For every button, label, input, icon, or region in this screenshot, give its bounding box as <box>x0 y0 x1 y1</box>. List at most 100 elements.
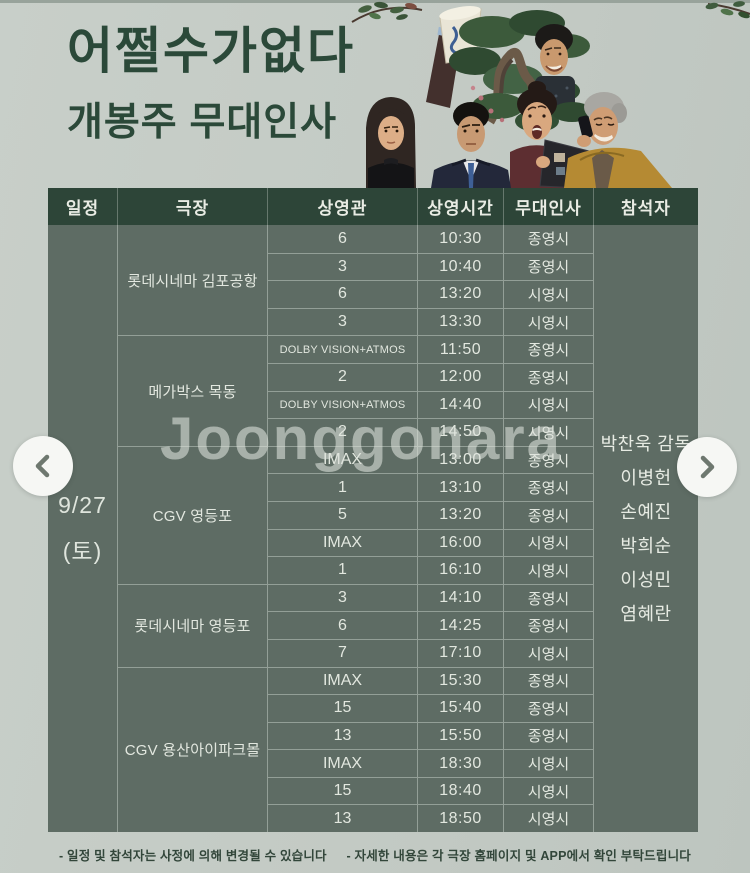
screen-cell: 3 <box>267 583 417 612</box>
header-date: 일정 <box>65 199 100 218</box>
greeting-cell: 종영시 <box>503 362 593 391</box>
time-cell: 14:25 <box>417 611 503 639</box>
screen-cell: 5 <box>267 500 417 529</box>
screen-cell: IMAX <box>267 528 417 557</box>
screen-cell: 13 <box>267 721 417 750</box>
greeting-cell: 시영시 <box>503 307 593 336</box>
time-cell: 16:10 <box>417 556 503 584</box>
theater-name: CGV 영등포 <box>117 445 267 584</box>
screen-cell: 3 <box>267 307 417 336</box>
greeting-cell: 종영시 <box>503 473 593 501</box>
header-theater: 극장 <box>117 188 267 225</box>
time-cell: 14:50 <box>417 418 503 446</box>
screen-cell: 6 <box>267 611 417 639</box>
time-cell: 13:20 <box>417 500 503 529</box>
footer-note-1: - 일정 및 참석자는 사정에 의해 변경될 수 있습니다 <box>59 849 327 863</box>
time-cell: 18:50 <box>417 804 503 833</box>
attendee-name: 손예진 <box>620 501 672 522</box>
attendee-name: 박찬욱 감독 <box>600 433 692 454</box>
screen-cell: IMAX <box>267 666 417 695</box>
date-line-2: (토) <box>62 537 103 564</box>
greeting-cell: 시영시 <box>503 280 593 308</box>
greeting-cell: 시영시 <box>503 528 593 557</box>
time-cell: 15:50 <box>417 721 503 750</box>
greeting-cell: 시영시 <box>503 638 593 667</box>
time-cell: 13:00 <box>417 445 503 474</box>
screen-cell: 6 <box>267 225 417 253</box>
time-cell: 10:30 <box>417 225 503 253</box>
greeting-cell: 시영시 <box>503 804 593 833</box>
attendee-name: 이성민 <box>620 569 672 590</box>
header-time: 상영시간 <box>417 188 503 225</box>
greeting-cell: 종영시 <box>503 445 593 474</box>
header-screen: 상영관 <box>267 188 417 225</box>
date-line-1: 9/27 <box>58 491 107 518</box>
time-cell: 16:00 <box>417 528 503 557</box>
attendee-name: 염혜란 <box>620 603 672 624</box>
screen-cell: 15 <box>267 776 417 805</box>
screen-cell: DOLBY VISION+ATMOS <box>267 335 417 363</box>
theater-name: 메가박스 목동 <box>117 335 267 446</box>
carousel-prev-button[interactable] <box>13 436 73 496</box>
footer-note-2: - 자세한 내용은 각 극장 홈페이지 및 APP에서 확인 부탁드립니다 <box>346 849 691 863</box>
table-body: 9/27 (토) 롯데시네마 김포공항 6 10:30 종영시 3 10:40 종영시 6 13:2… <box>48 225 698 833</box>
attendee-name: 이병헌 <box>620 467 672 488</box>
chevron-right-icon <box>700 455 715 479</box>
screen-cell: 3 <box>267 252 417 281</box>
chevron-left-icon <box>35 454 50 478</box>
theater-name: CGV 용산아이파크몰 <box>117 666 267 833</box>
greeting-cell: 시영시 <box>503 749 593 777</box>
greeting-cell: 종영시 <box>503 500 593 529</box>
time-cell: 15:40 <box>417 694 503 722</box>
cast-woman-shocked <box>510 81 590 188</box>
greeting-cell: 종영시 <box>503 252 593 281</box>
top-strip <box>0 0 750 3</box>
cast-man-suit <box>431 102 511 188</box>
time-cell: 11:50 <box>417 335 503 363</box>
greeting-cell: 종영시 <box>503 225 593 253</box>
time-cell: 10:40 <box>417 252 503 281</box>
screen-cell: 2 <box>267 418 417 446</box>
poster-subtitle: 개봉주 무대인사 <box>67 101 337 144</box>
carousel-next-button[interactable] <box>677 437 737 497</box>
time-cell: 12:00 <box>417 362 503 391</box>
schedule-date: 9/27 (토) <box>48 225 117 832</box>
theater-name: 롯데시네마 영등포 <box>117 583 267 667</box>
time-cell: 18:40 <box>417 776 503 805</box>
greeting-cell: 종영시 <box>503 666 593 695</box>
screen-cell: 13 <box>267 804 417 833</box>
branch-top-right-icon <box>705 1 750 19</box>
greeting-cell: 종영시 <box>503 611 593 639</box>
time-cell: 15:30 <box>417 666 503 695</box>
time-cell: 18:30 <box>417 749 503 777</box>
footer-notes: - 일정 및 참석자는 사정에 의해 변경될 수 있습니다 - 자세한 내용은 … <box>0 845 750 864</box>
greeting-cell: 시영시 <box>503 418 593 446</box>
screen-cell: IMAX <box>267 445 417 474</box>
movie-title: 어쩔수가없다 <box>67 23 355 79</box>
greeting-cell: 종영시 <box>503 583 593 612</box>
screen-cell: 7 <box>267 638 417 667</box>
greeting-cell: 시영시 <box>503 776 593 805</box>
cast-woman-left <box>366 97 416 188</box>
time-cell: 14:10 <box>417 583 503 612</box>
screen-cell: IMAX <box>267 749 417 777</box>
screen-cell: 2 <box>267 362 417 391</box>
greeting-cell: 종영시 <box>503 721 593 750</box>
branch-top-left-icon <box>351 1 423 23</box>
greeting-cell: 시영시 <box>503 556 593 584</box>
greeting-cell: 종영시 <box>503 694 593 722</box>
time-cell: 14:40 <box>417 390 503 419</box>
time-cell: 13:10 <box>417 473 503 501</box>
time-cell: 13:20 <box>417 280 503 308</box>
screen-cell: 15 <box>267 694 417 722</box>
screen-cell: DOLBY VISION+ATMOS <box>267 390 417 419</box>
time-cell: 13:30 <box>417 307 503 336</box>
theater-name: 롯데시네마 김포공항 <box>117 225 267 336</box>
screen-cell: 1 <box>267 473 417 501</box>
attendees-list: 박찬욱 감독 이병헌 손예진 박희순 이성민 염혜란 <box>593 225 698 833</box>
cast-photo <box>351 1 750 188</box>
screen-cell: 6 <box>267 280 417 308</box>
title-block: 어쩔수가없다 개봉주 무대인사 <box>67 24 355 147</box>
greeting-cell: 시영시 <box>503 390 593 419</box>
